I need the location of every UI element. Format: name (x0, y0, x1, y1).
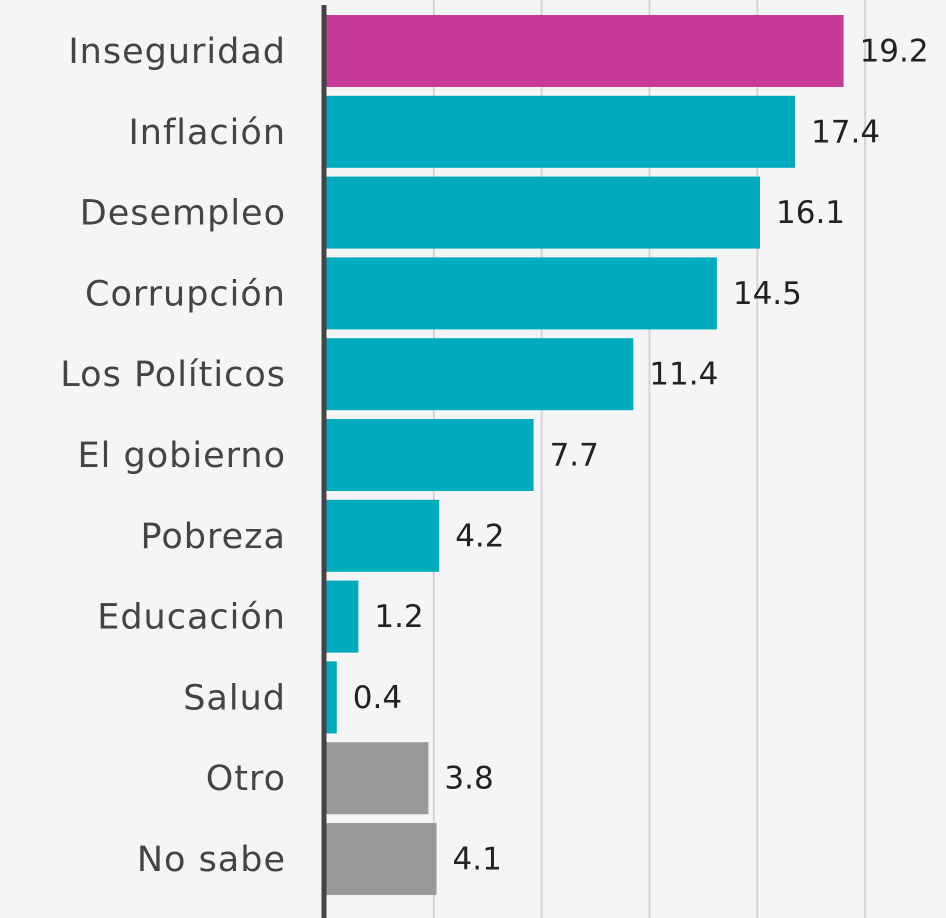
value-label: 16.1 (776, 195, 845, 231)
value-label: 19.2 (860, 34, 929, 70)
value-label: 0.4 (353, 680, 402, 716)
bar (326, 419, 534, 491)
category-label: Los Políticos (60, 355, 286, 395)
category-label: El gobierno (78, 436, 286, 476)
value-label: 17.4 (811, 114, 880, 150)
bar (326, 257, 717, 329)
bar (326, 177, 760, 249)
category-label: Educación (97, 598, 286, 638)
bar (326, 742, 428, 814)
value-label: 11.4 (649, 357, 718, 393)
category-label: Salud (183, 678, 286, 718)
chart: 19.2 Inseguridad 17.4 Inflación 16.1 Desemple… (0, 0, 946, 918)
category-label: Inflación (128, 113, 286, 153)
bar (326, 500, 439, 572)
bar (326, 15, 844, 87)
category-label: Otro (206, 759, 286, 799)
bar (326, 96, 795, 168)
category-label: Inseguridad (68, 32, 286, 72)
category-label: No sabe (137, 840, 286, 880)
value-label: 1.2 (374, 599, 423, 635)
value-label: 7.7 (550, 438, 599, 474)
bar (326, 581, 358, 653)
category-label: Pobreza (141, 517, 286, 557)
category-label: Desempleo (80, 194, 286, 234)
value-label: 3.8 (444, 761, 493, 797)
value-label: 14.5 (733, 276, 802, 312)
bar (326, 661, 337, 733)
bar (326, 338, 633, 410)
category-label: Corrupción (85, 274, 286, 314)
bar (326, 823, 437, 895)
value-label: 4.2 (455, 518, 504, 554)
value-label: 4.1 (453, 842, 502, 878)
